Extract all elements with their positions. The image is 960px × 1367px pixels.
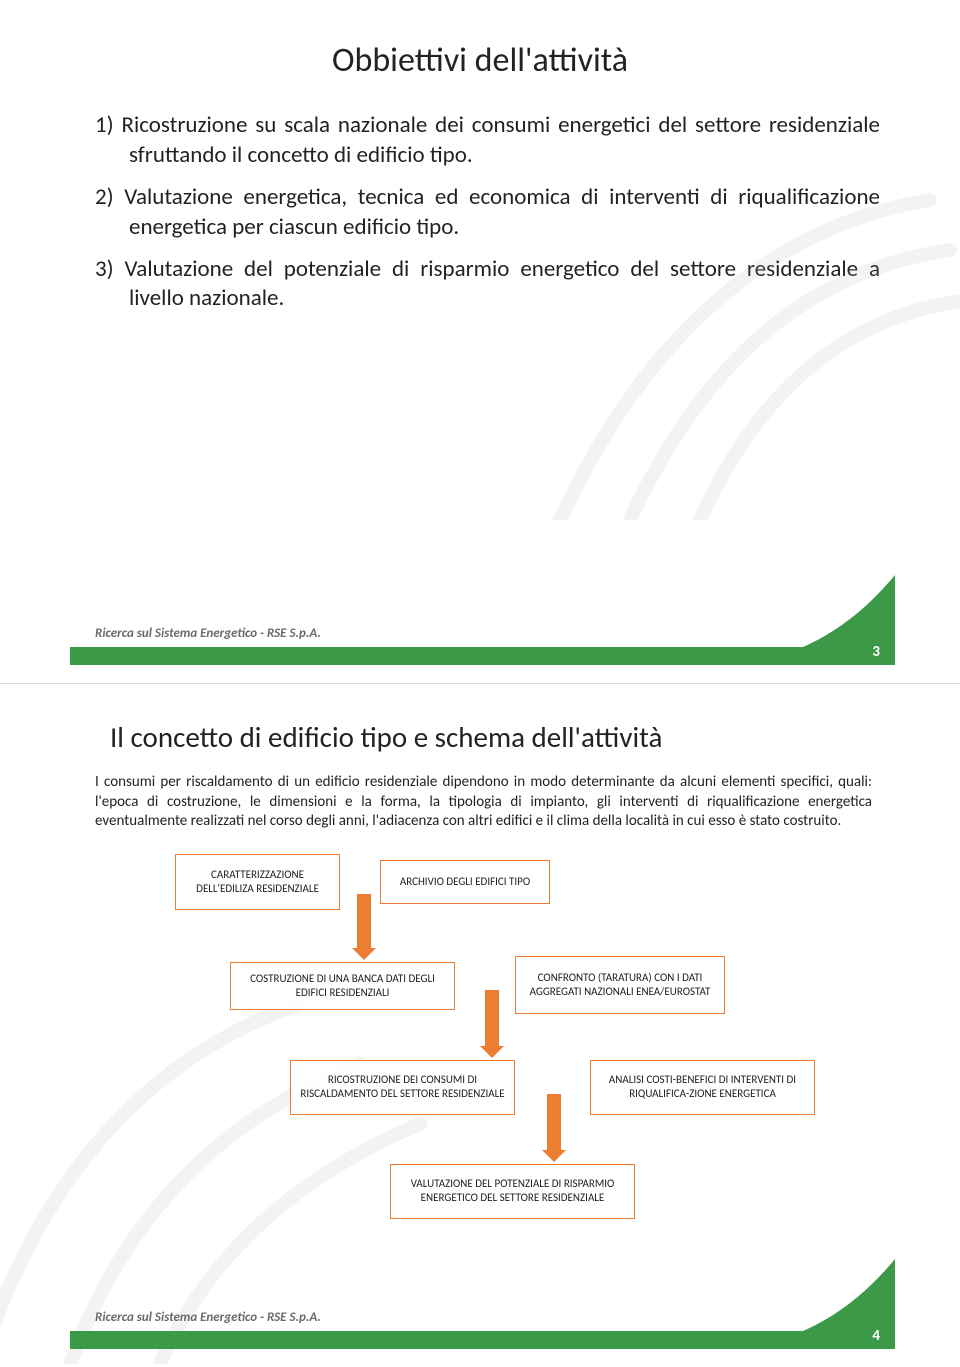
flowchart-node: ANALISI COSTI-BENEFICI DI INTERVENTI DI … — [590, 1060, 815, 1115]
slide-1-title: Obbiettivi dell'attività — [80, 40, 880, 81]
slide-2: Il concetto di edificio tipo e schema de… — [0, 684, 960, 1367]
slide-1-content: Obbiettivi dell'attività 1) Ricostruzion… — [0, 0, 960, 314]
flowchart-node: CARATTERIZZAZIONE DELL'EDILIZA RESIDENZI… — [175, 854, 340, 910]
slide-2-footer: Ricerca sul Sistema Energetico - RSE S.p… — [0, 1297, 960, 1367]
footer-bar — [70, 1331, 890, 1349]
flowchart-node: VALUTAZIONE DEL POTENZIALE DI RISPARMIO … — [390, 1164, 635, 1219]
flowchart-node: CONFRONTO (TARATURA) CON I DATI AGGREGAT… — [515, 956, 725, 1014]
flowchart-node: ARCHIVIO DEGLI EDIFICI TIPO — [380, 860, 550, 904]
slide-2-body: I consumi per riscaldamento di un edific… — [95, 773, 872, 832]
slide-1: Obbiettivi dell'attività 1) Ricostruzion… — [0, 0, 960, 683]
footer-org: Ricerca sul Sistema Energetico - RSE S.p… — [95, 626, 321, 641]
footer-bar — [70, 647, 890, 665]
objective-item: 1) Ricostruzione su scala nazionale dei … — [95, 111, 880, 171]
objective-item: 2) Valutazione energetica, tecnica ed ec… — [95, 183, 880, 243]
slide-1-footer: Ricerca sul Sistema Energetico - RSE S.p… — [0, 613, 960, 683]
slide-2-content: Il concetto di edificio tipo e schema de… — [0, 684, 960, 1254]
flowchart-arrow — [547, 1094, 561, 1152]
flowchart-arrow — [485, 990, 499, 1048]
objective-item: 3) Valutazione del potenziale di risparm… — [95, 255, 880, 315]
flowchart-node: COSTRUZIONE DI UNA BANCA DATI DEGLI EDIF… — [230, 962, 455, 1010]
slide-2-title: Il concetto di edificio tipo e schema de… — [110, 719, 872, 755]
flowchart-arrow — [357, 894, 371, 950]
flowchart: CARATTERIZZAZIONE DELL'EDILIZA RESIDENZI… — [175, 854, 872, 1254]
page-number: 4 — [872, 1327, 880, 1345]
flowchart-node: RICOSTRUZIONE DEI CONSUMI DI RISCALDAMEN… — [290, 1060, 515, 1115]
objectives-list: 1) Ricostruzione su scala nazionale dei … — [95, 111, 880, 314]
footer-org: Ricerca sul Sistema Energetico - RSE S.p… — [95, 1310, 321, 1325]
page-number: 3 — [872, 643, 880, 661]
